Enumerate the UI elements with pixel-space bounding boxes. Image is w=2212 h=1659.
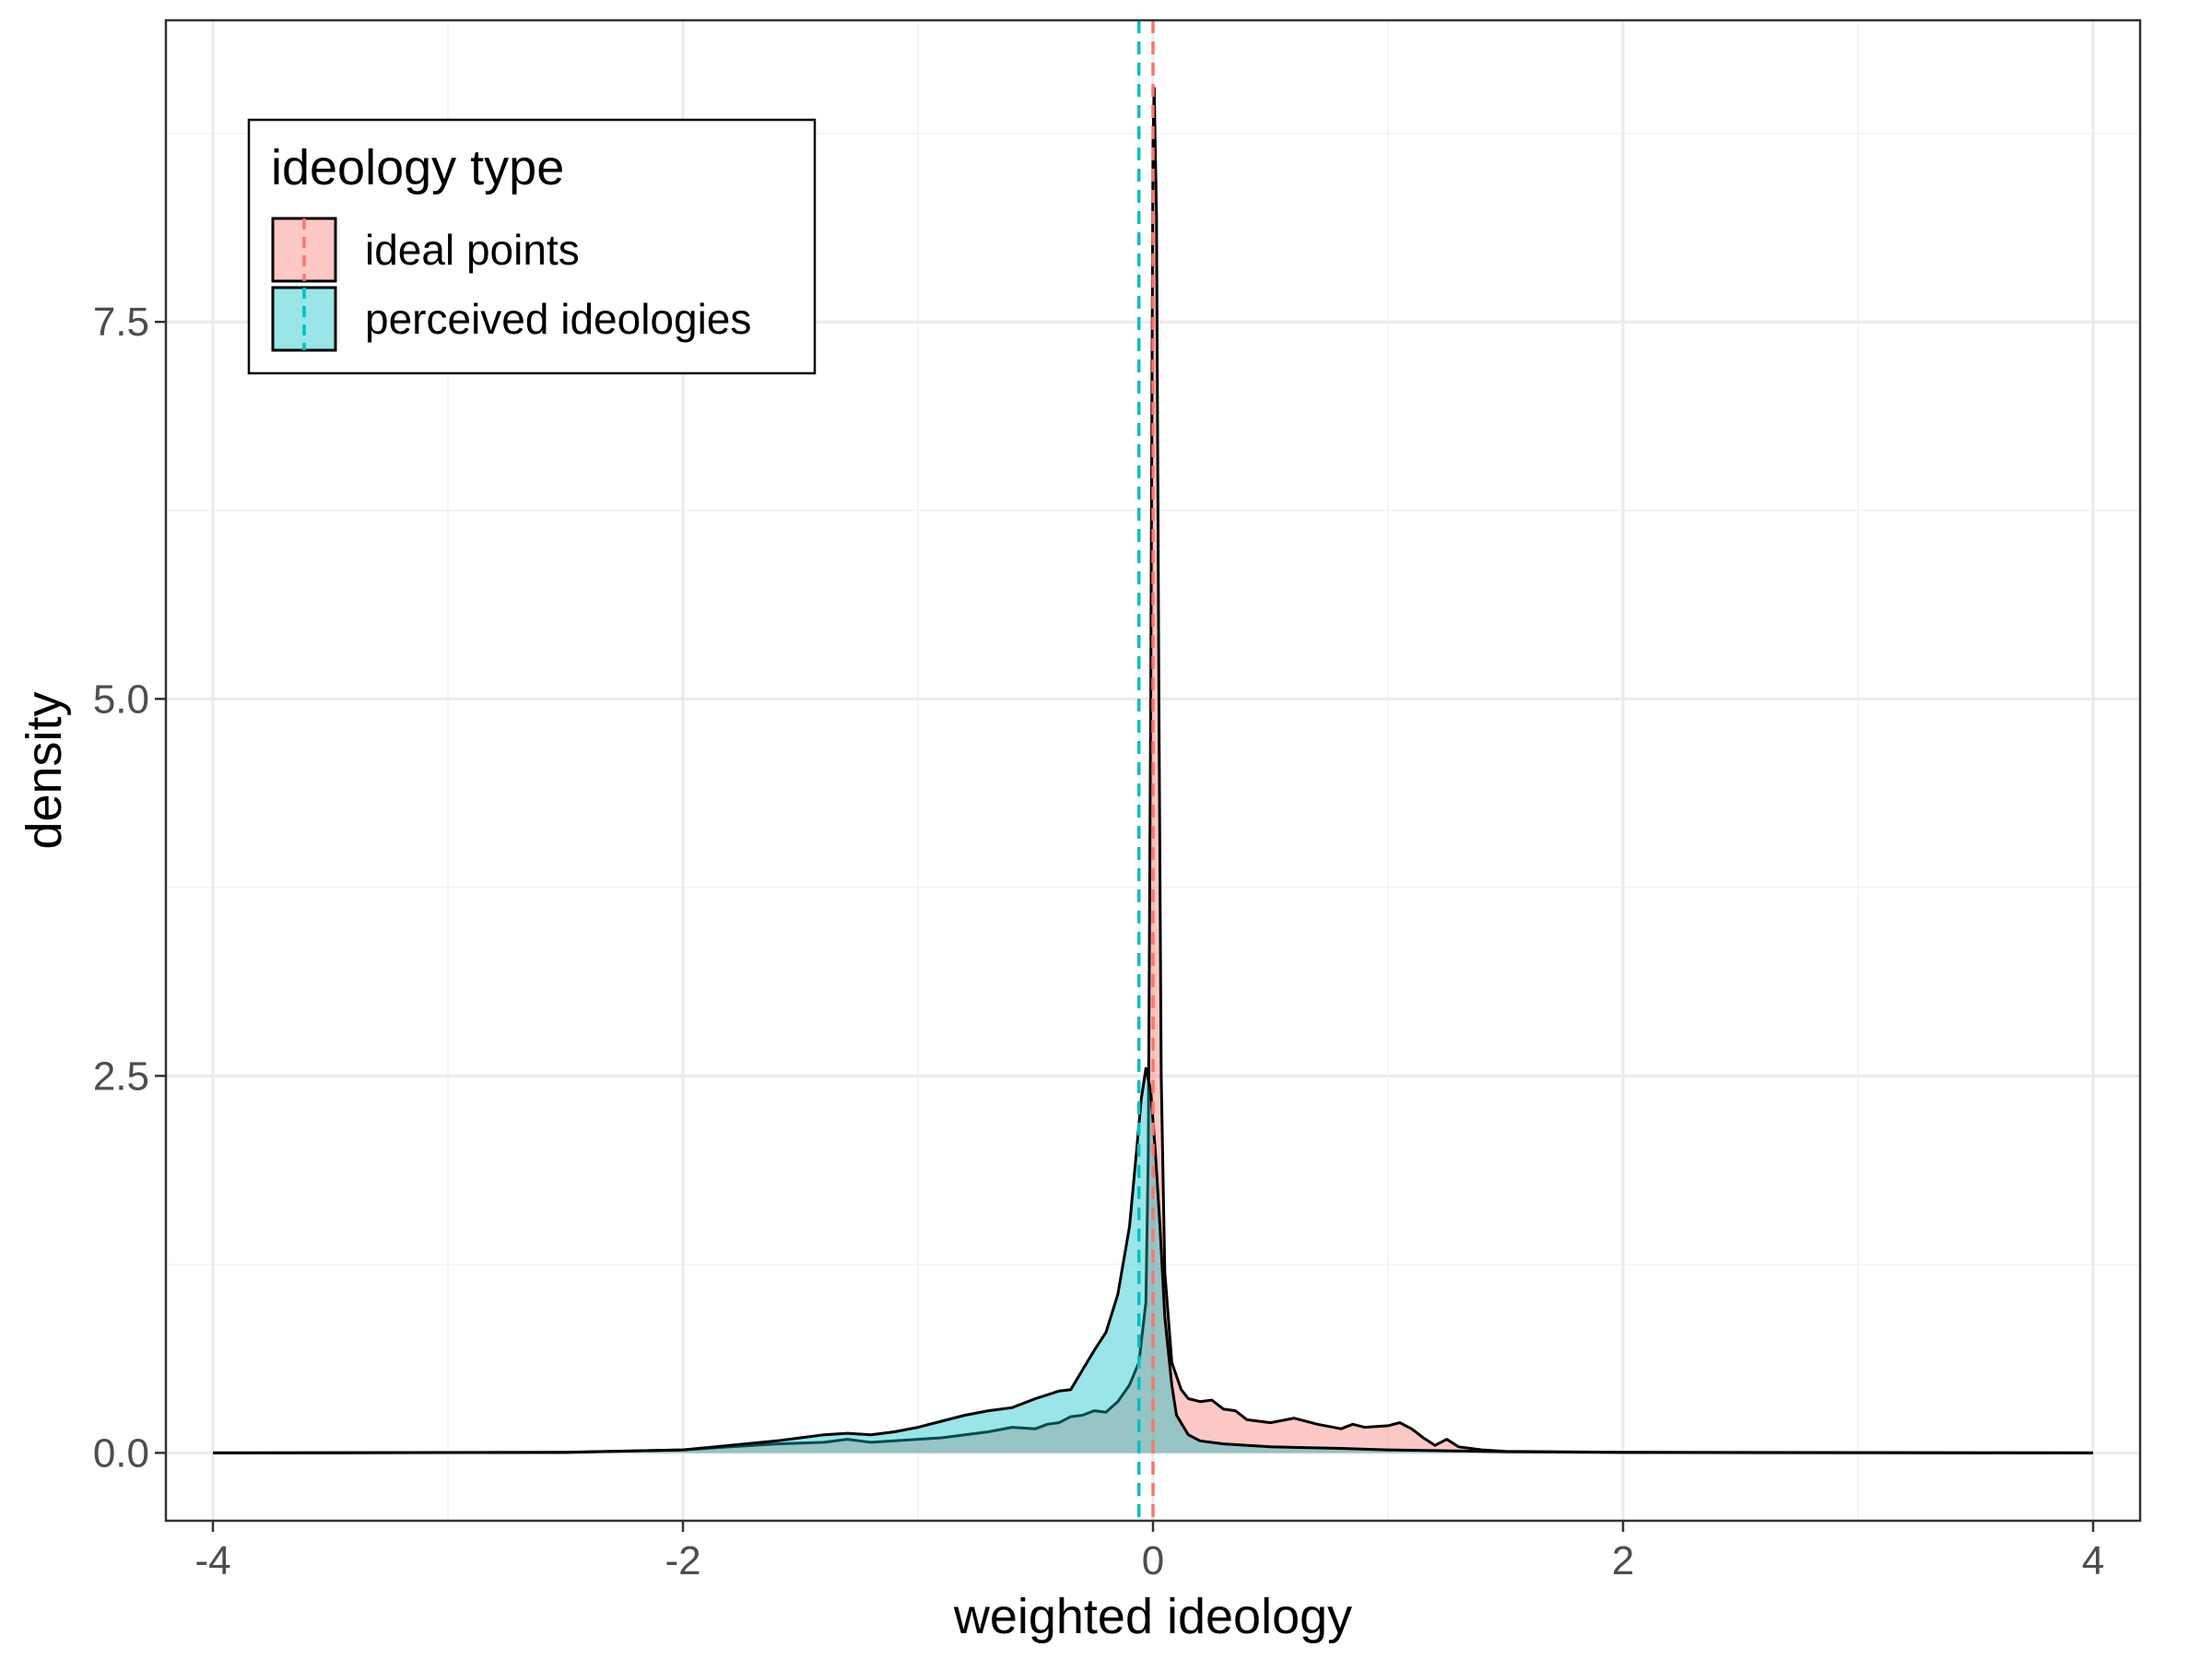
legend-label-ideal-points: ideal points bbox=[365, 226, 580, 274]
legend-items: ideal points perceived ideologies bbox=[271, 217, 751, 352]
x-axis-title: weighted ideology bbox=[953, 1589, 1352, 1644]
x-tick-label: 2 bbox=[1612, 1538, 1634, 1583]
y-tick-label: 5.0 bbox=[93, 677, 149, 722]
y-axis: 0.0 2.5 5.0 7.5 bbox=[93, 300, 166, 1476]
legend-title: ideology type bbox=[271, 140, 564, 195]
x-tick-label: -4 bbox=[194, 1538, 230, 1583]
y-tick-label: 7.5 bbox=[93, 300, 149, 345]
y-axis-title: density bbox=[17, 691, 72, 849]
legend-box bbox=[247, 118, 817, 375]
legend-label-perceived-ideologies: perceived ideologies bbox=[365, 295, 751, 343]
density-outline-perceived-ideologies bbox=[212, 1066, 2094, 1454]
y-tick-label: 0.0 bbox=[93, 1430, 149, 1476]
mean-lines bbox=[1136, 20, 1155, 1521]
legend: ideology type ideal points perceived ideo… bbox=[247, 118, 817, 375]
x-tick-label: -2 bbox=[665, 1538, 700, 1583]
x-axis: -4 -2 0 2 4 bbox=[194, 1521, 2104, 1583]
x-tick-label: 0 bbox=[1142, 1538, 1164, 1583]
y-tick-label: 2.5 bbox=[93, 1053, 149, 1099]
x-tick-label: 4 bbox=[2082, 1538, 2104, 1583]
